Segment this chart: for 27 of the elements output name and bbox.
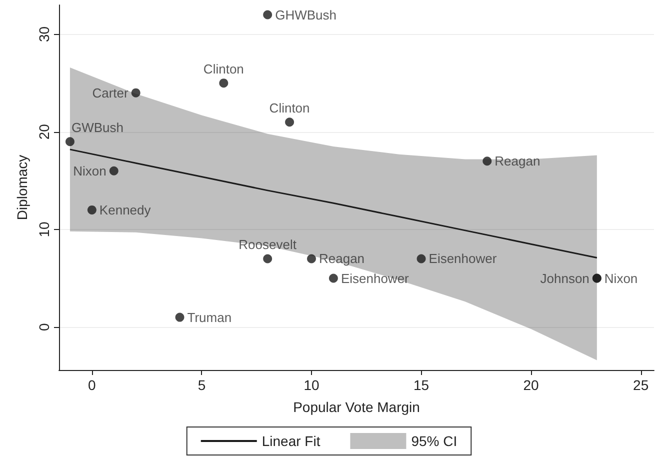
y-tick-label: 10 <box>36 221 52 238</box>
y-tick-label: 0 <box>36 322 52 331</box>
y-axis-title: Diplomacy <box>14 154 30 220</box>
data-label: Nixon <box>604 270 638 286</box>
data-label: Nixon <box>73 163 106 178</box>
data-label: Truman <box>187 310 232 325</box>
data-label: Kennedy <box>99 202 152 218</box>
data-label: Reagan <box>318 251 365 266</box>
x-tick-label: 5 <box>198 377 206 393</box>
legend-label: Linear Fit <box>262 433 320 449</box>
data-label: GHWBush <box>275 7 336 22</box>
x-axis-title: Popular Vote Margin <box>293 399 420 415</box>
data-label: Clinton <box>269 100 310 116</box>
data-label: Johnson <box>540 270 590 286</box>
data-label: Clinton <box>203 62 244 77</box>
x-tick-label: 25 <box>633 377 649 393</box>
data-label: Carter <box>92 85 130 100</box>
data-label: GWBush <box>71 120 124 136</box>
data-label: Eisenhower <box>428 251 498 266</box>
x-tick-label: 0 <box>88 377 96 393</box>
data-label: Eisenhower <box>340 270 410 286</box>
y-tick-label: 20 <box>36 124 52 140</box>
x-tick-label: 10 <box>304 377 320 393</box>
x-tick-label: 15 <box>413 377 430 393</box>
text: 95% CI <box>411 433 458 449</box>
y-tick-label: 30 <box>36 26 52 42</box>
x-tick-label: 20 <box>523 377 540 393</box>
